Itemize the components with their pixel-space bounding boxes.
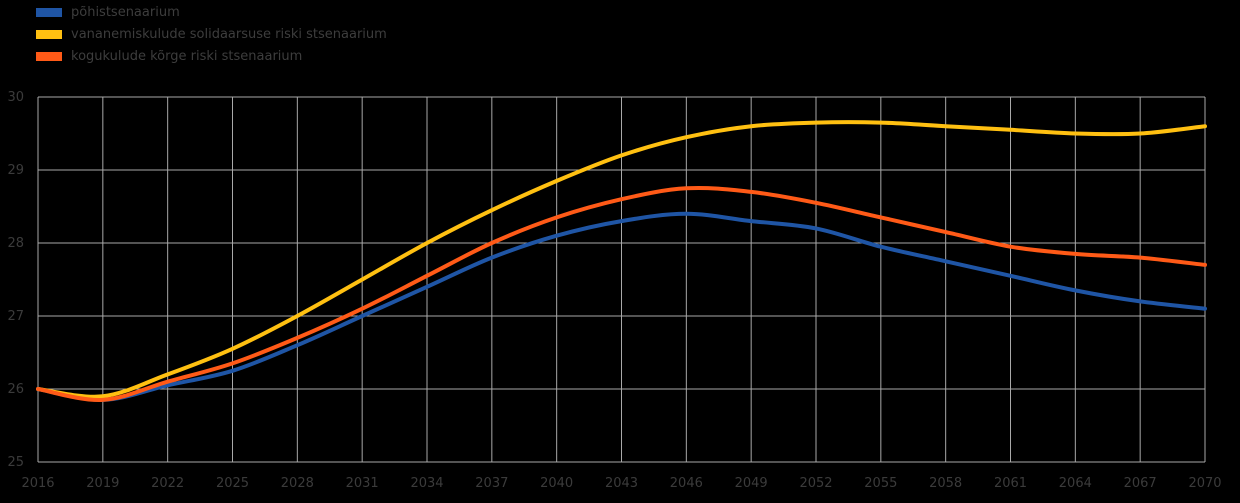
x-tick-label: 2034 xyxy=(410,476,443,491)
x-tick-label: 2043 xyxy=(605,476,638,491)
y-tick-label: 25 xyxy=(7,455,24,470)
legend-item: kogukulude kõrge riski stsenaarium xyxy=(36,49,387,64)
legend-swatch-orange xyxy=(36,52,62,61)
y-tick-label: 28 xyxy=(7,236,24,251)
series-line xyxy=(36,211,1207,402)
legend-label: põhistsenaarium xyxy=(71,5,180,20)
x-tick-label: 2031 xyxy=(346,476,379,491)
x-tick-label: 2028 xyxy=(281,476,314,491)
y-tick-label: 29 xyxy=(7,163,24,178)
x-tick-label: 2058 xyxy=(929,476,962,491)
legend-label: kogukulude kõrge riski stsenaarium xyxy=(71,49,303,64)
x-tick-label: 2016 xyxy=(21,476,54,491)
legend-swatch-blue xyxy=(36,8,62,17)
x-tick-label: 2019 xyxy=(86,476,119,491)
series-line xyxy=(36,185,1207,402)
legend-item: vananemiskulude solidaarsuse riski stsen… xyxy=(36,27,387,42)
x-tick-label: 2040 xyxy=(540,476,573,491)
x-tick-label: 2052 xyxy=(799,476,832,491)
x-tick-label: 2067 xyxy=(1124,476,1157,491)
legend-item: põhistsenaarium xyxy=(36,5,387,20)
legend-swatch-yellow xyxy=(36,30,62,39)
x-tick-label: 2049 xyxy=(735,476,768,491)
x-tick-label: 2022 xyxy=(151,476,184,491)
x-tick-label: 2055 xyxy=(864,476,897,491)
legend: põhistsenaarium vananemiskulude solidaar… xyxy=(36,5,387,64)
x-tick-label: 2025 xyxy=(216,476,249,491)
x-tick-label: 2064 xyxy=(1059,476,1092,491)
legend-label: vananemiskulude solidaarsuse riski stsen… xyxy=(71,27,387,42)
x-tick-label: 2046 xyxy=(670,476,703,491)
series-line xyxy=(36,120,1207,399)
x-tick-label: 2061 xyxy=(994,476,1027,491)
x-tick-label: 2037 xyxy=(475,476,508,491)
y-tick-label: 26 xyxy=(7,382,24,397)
y-tick-label: 30 xyxy=(7,90,24,105)
y-tick-label: 27 xyxy=(7,309,24,324)
x-tick-label: 2070 xyxy=(1188,476,1221,491)
